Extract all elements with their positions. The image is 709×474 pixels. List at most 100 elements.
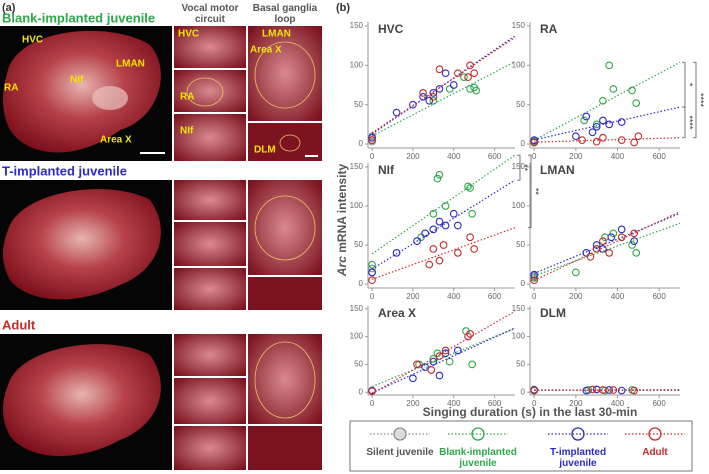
data-point [592,241,601,249]
x-tick-label: 200 [569,152,583,161]
data-point [609,229,618,238]
y-tick-label: 150 [350,304,364,313]
y-tick-label: 50 [354,240,363,249]
y-tick-label: 50 [354,100,363,109]
data-point [392,108,401,117]
micrograph-row [0,26,322,161]
image-label: RA [4,83,18,94]
data-point [413,360,421,369]
data-point [605,61,614,70]
y-tick-label: 50 [516,360,525,369]
data-point [530,276,539,285]
x-tick-label: 200 [406,399,420,408]
x-tick-label: 400 [447,292,461,301]
data-point [628,86,636,95]
fit-line [371,61,516,137]
data-point [617,233,626,242]
data-point [466,61,474,70]
data-point [617,136,626,144]
y-tick-label: 100 [350,201,364,210]
x-tick-label: 0 [370,152,375,161]
y-tick-label: 0 [521,387,526,396]
data-point [435,65,444,74]
x-tick-label: 200 [569,292,583,301]
data-point [417,233,425,242]
data-point [425,260,434,269]
panel-label: (a) [2,2,16,14]
image-label: LMAN [262,29,291,40]
significance-label: **** [696,93,706,108]
y-tick-label: 100 [350,332,364,341]
data-point [599,116,607,125]
chart-title: LMAN [540,163,575,177]
data-point [453,69,462,78]
data-point [419,89,427,97]
fit-line [371,310,516,395]
x-tick-label: 400 [611,292,625,301]
y-axis-label: Arc mRNA intensity [335,164,349,278]
x-tick-label: 600 [488,399,502,408]
data-point [435,256,444,265]
data-point [580,116,589,125]
image-label: RA [180,92,194,103]
x-tick-label: 400 [611,399,625,408]
data-point [630,229,639,238]
data-point [445,85,454,93]
column-header: Basal ganglia loop [252,3,318,25]
data-point [605,120,614,129]
significance-label: ** [531,188,541,196]
chart-title: DLM [540,306,566,320]
legend-label: Adult [642,447,668,458]
micrograph-row [0,180,322,310]
y-tick-label: 100 [350,60,364,69]
data-point [592,120,601,129]
data-point [601,233,609,242]
data-point [429,92,438,101]
data-point [368,260,376,269]
data-point [466,329,474,338]
data-point [429,225,438,234]
data-point [453,346,462,355]
data-point [599,133,607,142]
data-point [599,386,607,394]
data-point [368,387,376,395]
x-tick-label: 600 [652,152,666,161]
data-point [468,209,476,218]
data-point [421,363,430,372]
significance-label: ** [520,164,530,172]
data-point [429,96,438,105]
data-point [628,241,636,249]
chart-title: HVC [378,22,404,36]
column-header: Vocal motor circuit [181,3,239,25]
image-label: HVC [178,29,199,40]
y-tick-label: 50 [516,100,525,109]
significance-label: * [685,83,695,87]
data-point [617,225,626,234]
data-point [368,264,376,273]
data-point [592,137,601,146]
data-point [368,136,376,144]
x-tick-label: 600 [652,399,666,408]
data-point [582,112,591,121]
x-tick-label: 200 [406,292,420,301]
data-point [609,85,618,93]
y-tick-label: 150 [512,304,526,313]
y-tick-label: 0 [521,139,526,148]
fit-line [371,154,516,255]
x-tick-label: 0 [370,399,375,408]
y-tick-label: 100 [512,60,526,69]
y-tick-label: 50 [354,360,363,369]
fit-line [371,36,516,134]
data-point [588,128,597,137]
legend-label: T-implanted juvenile [549,447,607,469]
data-point [441,202,450,210]
data-point [435,352,444,360]
legend-marker [471,427,485,441]
data-point [466,233,474,242]
legend-box [349,420,693,472]
data-point [466,85,474,93]
data-point [464,182,472,191]
data-point [415,360,423,369]
data-point [368,276,376,285]
